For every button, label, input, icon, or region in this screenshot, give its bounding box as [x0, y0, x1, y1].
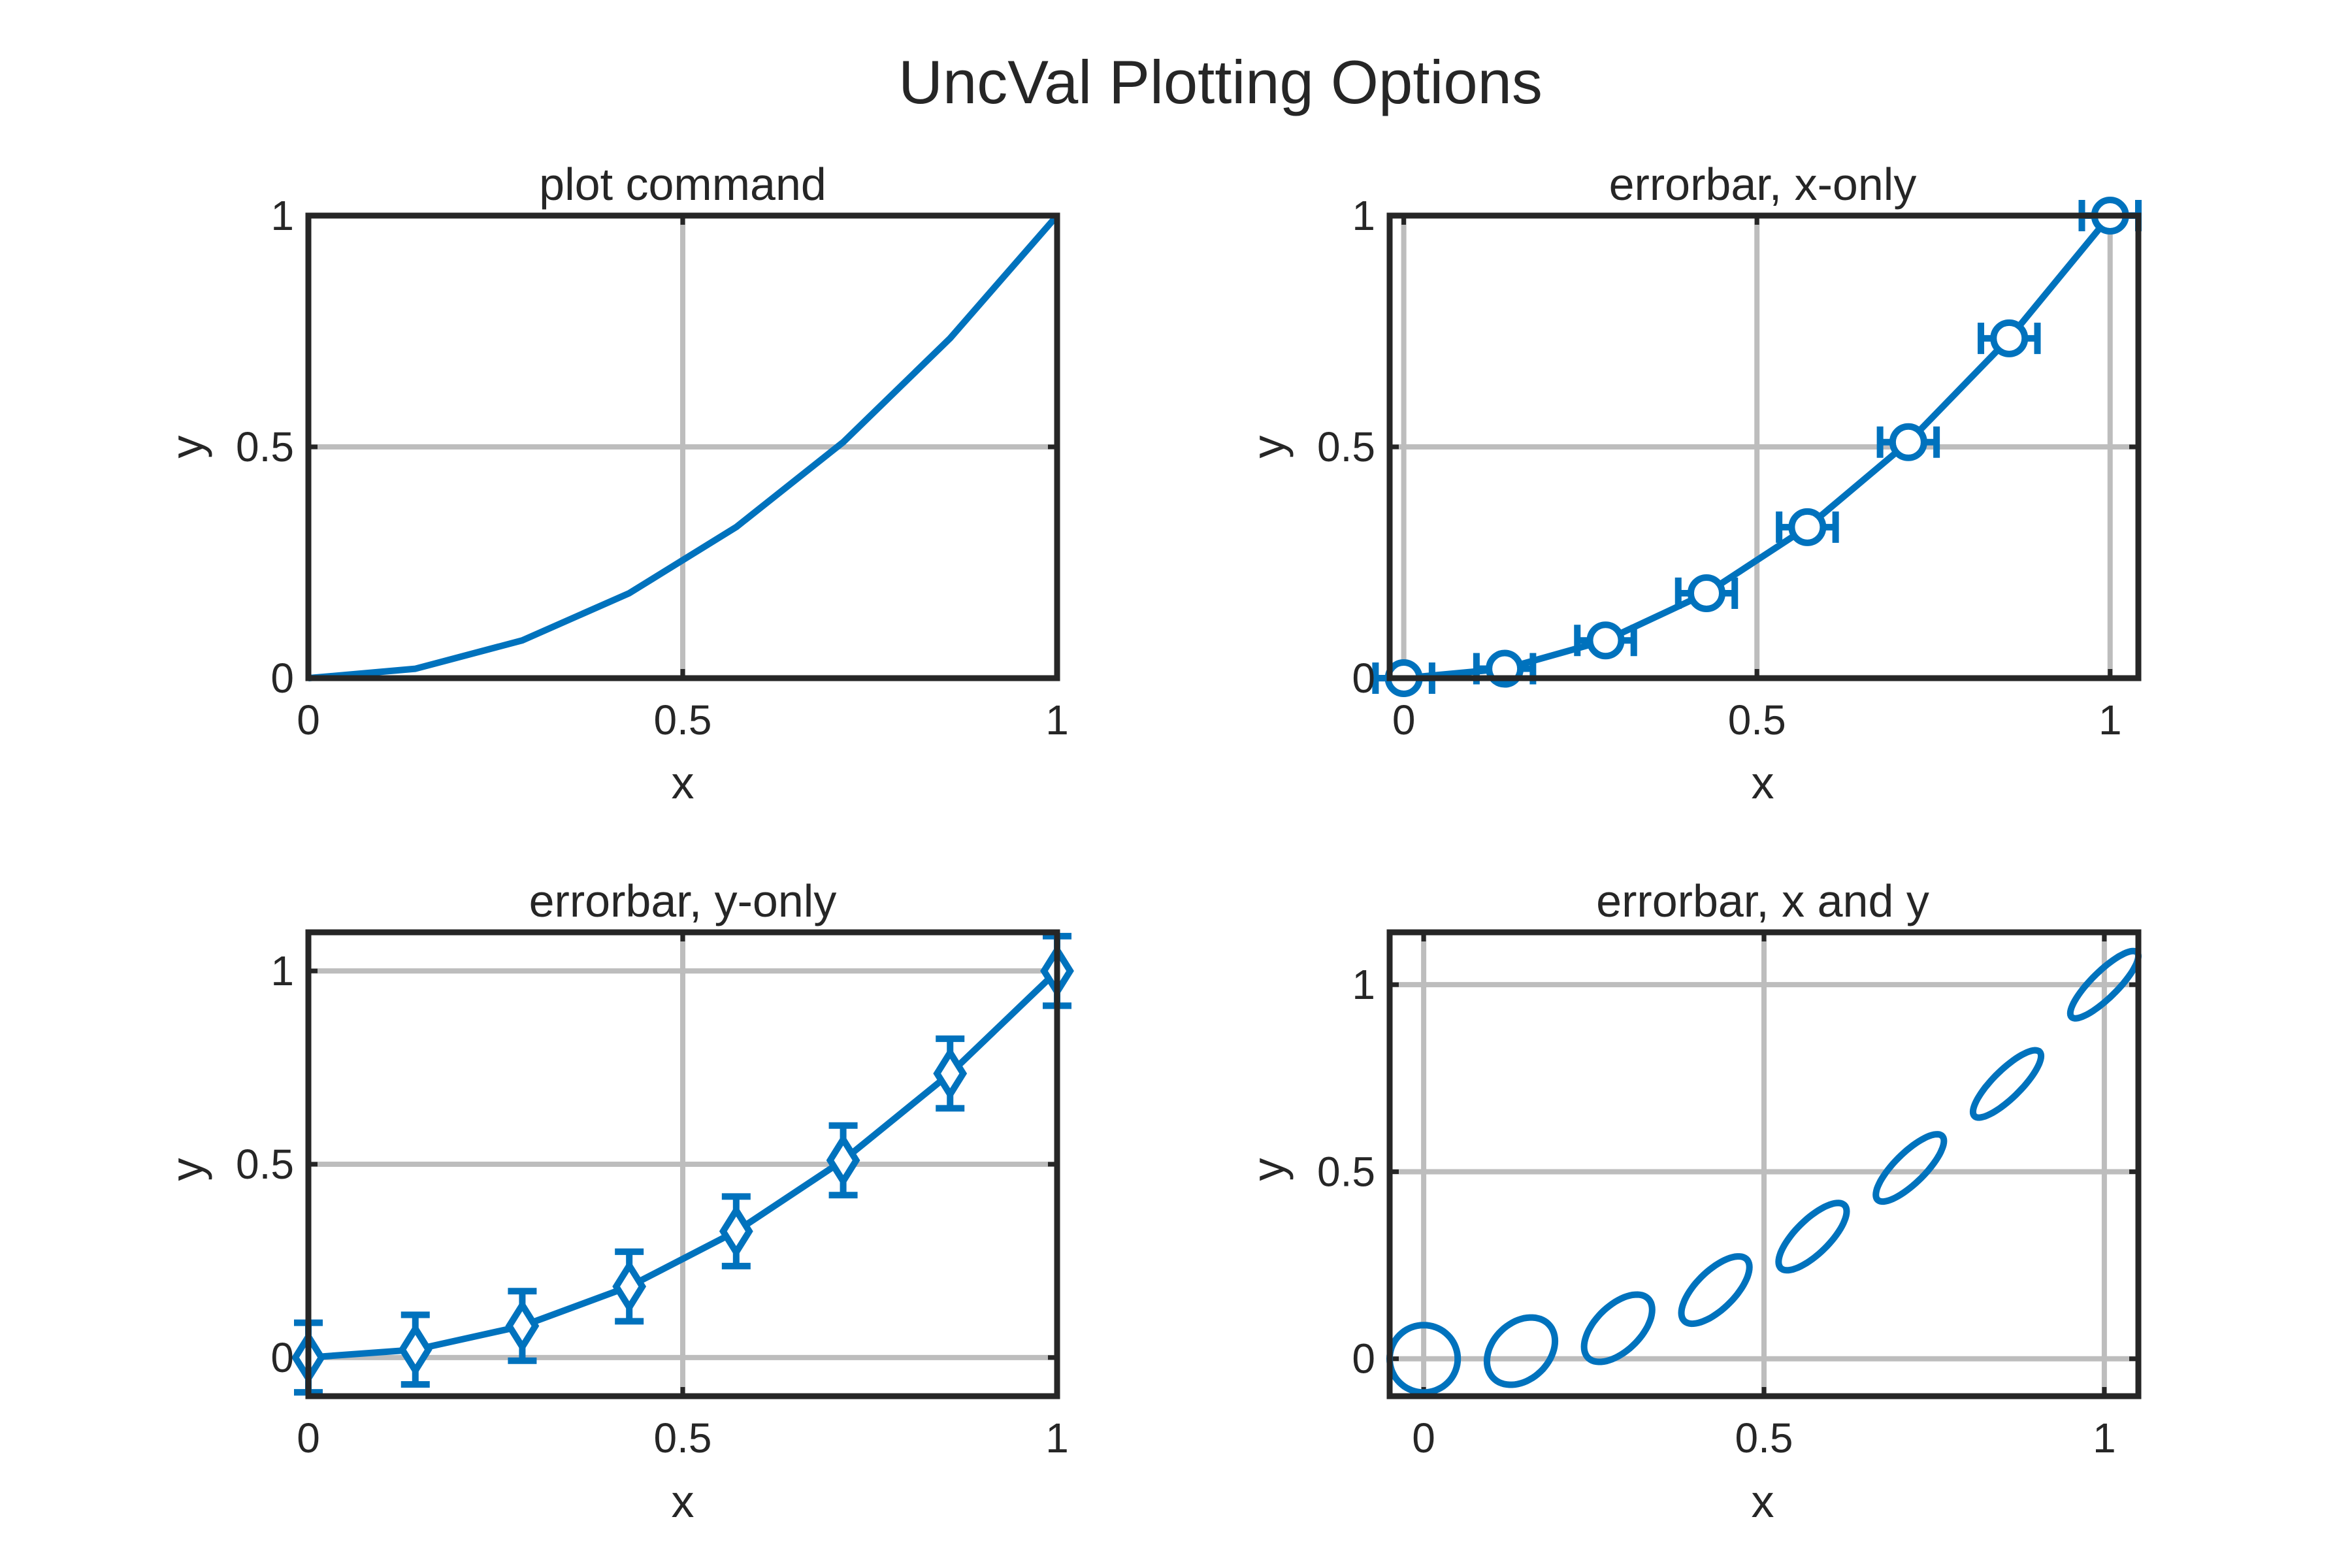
y-tick-label-2: 1	[1352, 192, 1375, 239]
axes-frame	[1386, 212, 2142, 681]
subplot-4-title: errorbar, x and y	[1596, 875, 1929, 926]
y-tick-label-2: 1	[270, 947, 294, 994]
figure-title: UncVal Plotting Options	[898, 48, 1543, 116]
subplot-2-title: errorbar, x-only	[1609, 159, 1917, 210]
uncertainty-ellipse-2	[1580, 1291, 1656, 1365]
subplot-1-xlabel: x	[672, 757, 694, 808]
subplot-3-plot-area: 0 0.5 1 0 0.5 1	[236, 929, 1074, 1462]
x-tick-label-2: 1	[2093, 1414, 2116, 1462]
uncertainty-ellipse-1	[1483, 1314, 1559, 1388]
y-tick-label-1: 0.5	[1317, 423, 1375, 470]
subplot-errorbar-x-and-y: errorbar, x and y x y 0 0.5 1 0 0.5 1	[1243, 875, 2142, 1527]
subplot-3-xlabel: x	[672, 1476, 694, 1527]
y-tick-label-1: 0.5	[1317, 1148, 1375, 1195]
subplot-plot-command: plot command x y 0 0.5 1 0 0.5 1	[161, 159, 1069, 808]
subplot-4-xlabel: x	[1752, 1476, 1774, 1527]
subplot-1-plot-area: 0 0.5 1 0 0.5 1	[236, 192, 1069, 743]
series-line	[308, 213, 1060, 681]
subplot-1-ylabel: y	[161, 436, 212, 459]
subplot-2-ylabel: y	[1243, 436, 1294, 459]
uncertainty-ellipse-5	[1872, 1131, 1948, 1205]
subplot-1-title: plot command	[539, 159, 826, 210]
x-tick-label-2: 1	[1045, 1414, 1069, 1462]
axes-frame	[305, 929, 1060, 1399]
data-point-3	[612, 1259, 647, 1314]
data-point-3	[1687, 574, 1725, 612]
subplot-4-ylabel: y	[1243, 1158, 1294, 1181]
x-tick-label-2: 1	[1045, 696, 1069, 743]
y-tick-label-0: 0	[1352, 655, 1375, 702]
data-point-5	[826, 1133, 860, 1188]
uncertainty-ellipse-7	[2066, 947, 2142, 1022]
y-tick-label-1: 0.5	[236, 423, 294, 470]
uncertainty-ellipse-6	[1969, 1047, 2045, 1121]
x-tick-label-1: 0.5	[1735, 1414, 1793, 1462]
y-tick-label-1: 0.5	[236, 1141, 294, 1188]
y-tick-label-0: 0	[270, 655, 294, 702]
y-tick-label-0: 0	[1352, 1335, 1375, 1382]
data-point-6	[1990, 319, 2029, 357]
x-tick-label-0: 0	[1392, 696, 1416, 743]
data-point-4	[1788, 508, 1827, 546]
data-point-2	[1586, 621, 1625, 660]
x-tick-label-1: 0.5	[1728, 696, 1786, 743]
subplot-2-plot-area: 0 0.5 1 0 0.5 1	[1317, 192, 2142, 743]
x-tick-label-1: 0.5	[654, 696, 712, 743]
subplot-3-title: errorbar, y-only	[529, 875, 837, 926]
data-point-2	[505, 1299, 540, 1353]
subplot-errorbar-x-only: errorbar, x-only x y 0 0.5 1 0 0.5 1	[1243, 159, 2142, 808]
x-tick-label-0: 0	[1412, 1414, 1435, 1462]
uncertainty-ellipse-3	[1678, 1253, 1753, 1328]
data-point-6	[933, 1046, 968, 1101]
x-tick-label-1: 0.5	[654, 1414, 712, 1462]
x-tick-label-0: 0	[297, 1414, 320, 1462]
subplot-2-xlabel: x	[1752, 757, 1774, 808]
subplot-errorbar-y-only: errorbar, y-only x y 0 0.5 1 0 0.5 1	[161, 875, 1074, 1527]
data-point-1	[398, 1322, 433, 1377]
subplot-4-plot-area: 0 0.5 1 0 0.5 1	[1317, 929, 2142, 1462]
y-tick-label-0: 0	[270, 1334, 294, 1381]
axes-frame	[1386, 929, 2142, 1399]
data-point-5	[1889, 423, 1927, 461]
data-point-4	[719, 1204, 753, 1259]
axes-frame	[305, 212, 1060, 681]
y-tick-label-2: 1	[1352, 961, 1375, 1008]
subplot-3-ylabel: y	[161, 1158, 212, 1181]
uncertainty-ellipse-4	[1775, 1200, 1850, 1274]
series-line	[308, 968, 1060, 1361]
y-tick-label-2: 1	[270, 192, 294, 239]
x-tick-label-0: 0	[297, 696, 320, 743]
x-tick-label-2: 1	[2099, 696, 2122, 743]
